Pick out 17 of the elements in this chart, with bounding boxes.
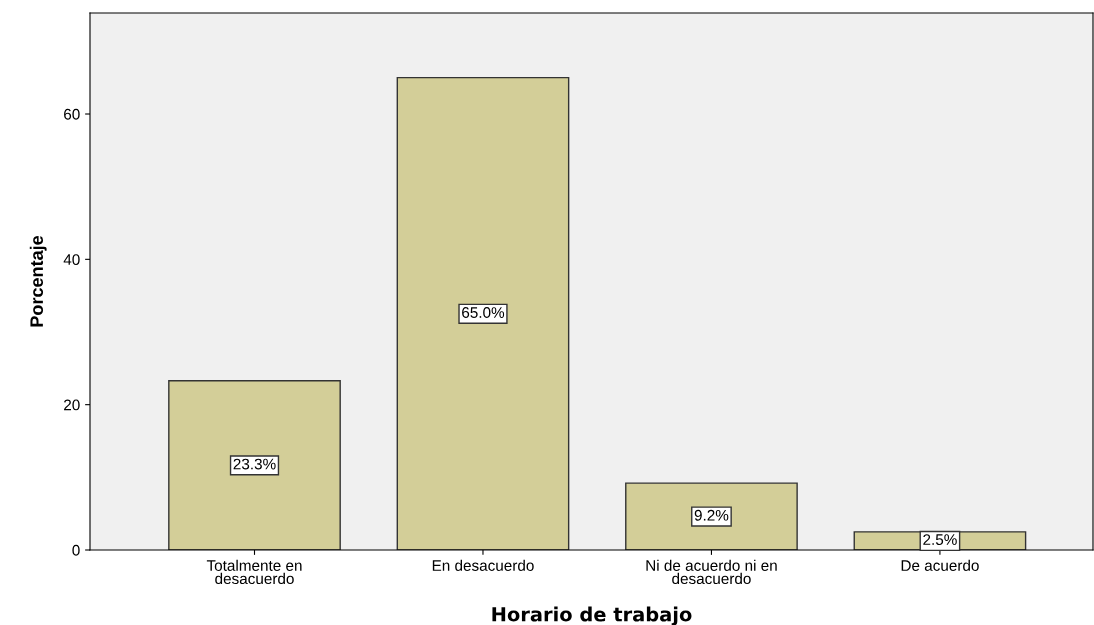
data-label: 9.2% xyxy=(694,509,729,521)
x-tick-label: Ni de acuerdo ni en desacuerdo xyxy=(646,559,777,585)
data-label: 2.5% xyxy=(923,534,957,546)
x-tick-label: En desacuerdo xyxy=(432,559,534,571)
y-tick-label: 60 xyxy=(64,108,80,120)
x-tick-label: De acuerdo xyxy=(901,559,979,571)
y-axis-title: Porcentaje xyxy=(29,235,47,327)
y-tick-label: 0 xyxy=(72,544,80,556)
data-label: 65.0% xyxy=(462,307,505,318)
bar xyxy=(396,76,570,550)
x-tick-label: Totalmente en desacuerdo xyxy=(206,559,302,585)
data-label: 23.3% xyxy=(233,458,276,470)
y-tick-label: 20 xyxy=(64,399,80,411)
bar xyxy=(625,482,798,550)
y-tick-label: 40 xyxy=(63,254,80,266)
x-axis-title: Horario de trabajo xyxy=(492,606,692,625)
bar xyxy=(168,379,341,550)
